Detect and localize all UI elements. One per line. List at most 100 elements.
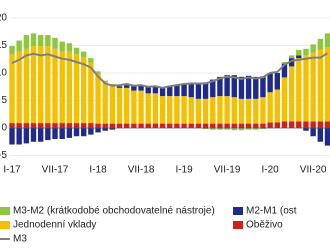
bar-segment — [210, 123, 216, 128]
legend-label: Jednodenní vklady — [13, 220, 96, 231]
bar-segment — [59, 128, 65, 139]
bar-segment — [224, 75, 230, 97]
bar-segment — [88, 128, 94, 135]
bar-segment — [138, 90, 144, 124]
bar-segment — [231, 75, 237, 98]
bar-segment — [317, 49, 324, 122]
y-tick-label: 15 — [0, 40, 7, 51]
bar-segment — [174, 85, 180, 97]
bar-segment — [188, 83, 194, 98]
bar-segment — [288, 55, 295, 59]
bar-segment — [253, 98, 259, 124]
bar-segment — [66, 128, 73, 138]
bar-segment — [167, 123, 173, 128]
bar-segment — [23, 35, 30, 49]
legend-label: M3-M2 (krátkodobé obchodovatelné nástroj… — [13, 206, 215, 217]
bar-segment — [88, 123, 94, 128]
bar-segment — [202, 123, 209, 128]
bar-segment — [217, 128, 223, 130]
bar-segment — [167, 86, 173, 97]
bar-segment — [202, 98, 209, 124]
bar-segment — [217, 123, 223, 128]
bar-segment — [303, 128, 309, 131]
y-tick-label: 10 — [0, 68, 7, 79]
bar-segment — [95, 71, 101, 75]
bar-segment — [260, 76, 266, 98]
bar-segment — [66, 51, 73, 124]
bar-segment — [231, 123, 237, 128]
bar-segment — [210, 79, 216, 98]
bar-segment — [59, 51, 65, 124]
bar-segment — [95, 74, 101, 124]
bar-segment — [310, 52, 316, 122]
bar-segment — [23, 48, 30, 124]
x-tick-label: VII-18 — [128, 165, 155, 176]
bar-segment — [231, 97, 237, 124]
bar-segment — [231, 128, 237, 131]
bar-segment — [16, 51, 22, 124]
bar-segment — [145, 123, 151, 128]
bar-segment — [281, 63, 288, 78]
bar-segment — [253, 128, 259, 130]
bar-segment — [202, 128, 209, 130]
legend-label: M2-M1 (ost — [246, 206, 297, 217]
bar-segment — [9, 123, 15, 128]
bar-segment — [88, 58, 94, 63]
y-tick-label: -5 — [0, 150, 7, 161]
bar-segment — [324, 33, 330, 48]
x-tick-label: I-19 — [175, 165, 193, 176]
legend-label: M3 — [13, 234, 27, 245]
bar-segment — [66, 43, 73, 52]
bar-segment — [124, 87, 130, 124]
bar-segment — [296, 58, 302, 122]
bar-segment — [188, 123, 194, 128]
bar-segment — [181, 123, 187, 128]
bar-segment — [195, 98, 202, 124]
bar-segment — [45, 123, 51, 128]
bar-segment — [81, 57, 87, 124]
bar-segment — [116, 86, 123, 88]
bar-segment — [288, 66, 295, 122]
bar-segment — [310, 121, 316, 128]
line-series — [11, 52, 329, 89]
bar-segment — [159, 96, 166, 124]
bar-segment — [224, 128, 230, 130]
bar-segment — [245, 98, 252, 124]
bar-segment — [238, 98, 245, 124]
bar-segment — [59, 41, 65, 52]
bar-segment — [288, 121, 295, 128]
bar-segment — [159, 123, 166, 128]
bar-segment — [296, 55, 302, 59]
bar-segment — [152, 123, 159, 128]
bar-segment — [303, 48, 309, 56]
x-tick-label: VII-19 — [214, 165, 241, 176]
bar-segment — [310, 128, 316, 137]
bar-segment — [159, 87, 166, 97]
bar-segment — [317, 128, 324, 142]
bar-segment — [9, 54, 15, 124]
bar-segment — [52, 123, 58, 128]
bar-segment — [324, 128, 330, 146]
legend-swatch — [233, 221, 243, 229]
bar-segment — [109, 128, 116, 130]
bar-segment — [131, 90, 137, 124]
bar-segment — [181, 96, 187, 124]
legend-swatch — [0, 207, 10, 215]
bar-segment — [109, 123, 116, 128]
bar-segment — [274, 89, 280, 123]
bar-segment — [195, 83, 202, 99]
bar-segment — [238, 128, 245, 131]
bar-segment — [238, 123, 245, 128]
bar-segment — [202, 82, 209, 99]
bar-segment — [145, 93, 151, 124]
x-tick-label: VII-17 — [42, 165, 69, 176]
bar-segment — [260, 97, 266, 124]
bar-segment — [66, 123, 73, 128]
bar-segment — [81, 123, 87, 128]
bar-segment — [37, 35, 44, 47]
bar-segment — [317, 38, 324, 50]
bar-segment — [224, 123, 230, 128]
x-tick-label: I-20 — [262, 165, 280, 176]
